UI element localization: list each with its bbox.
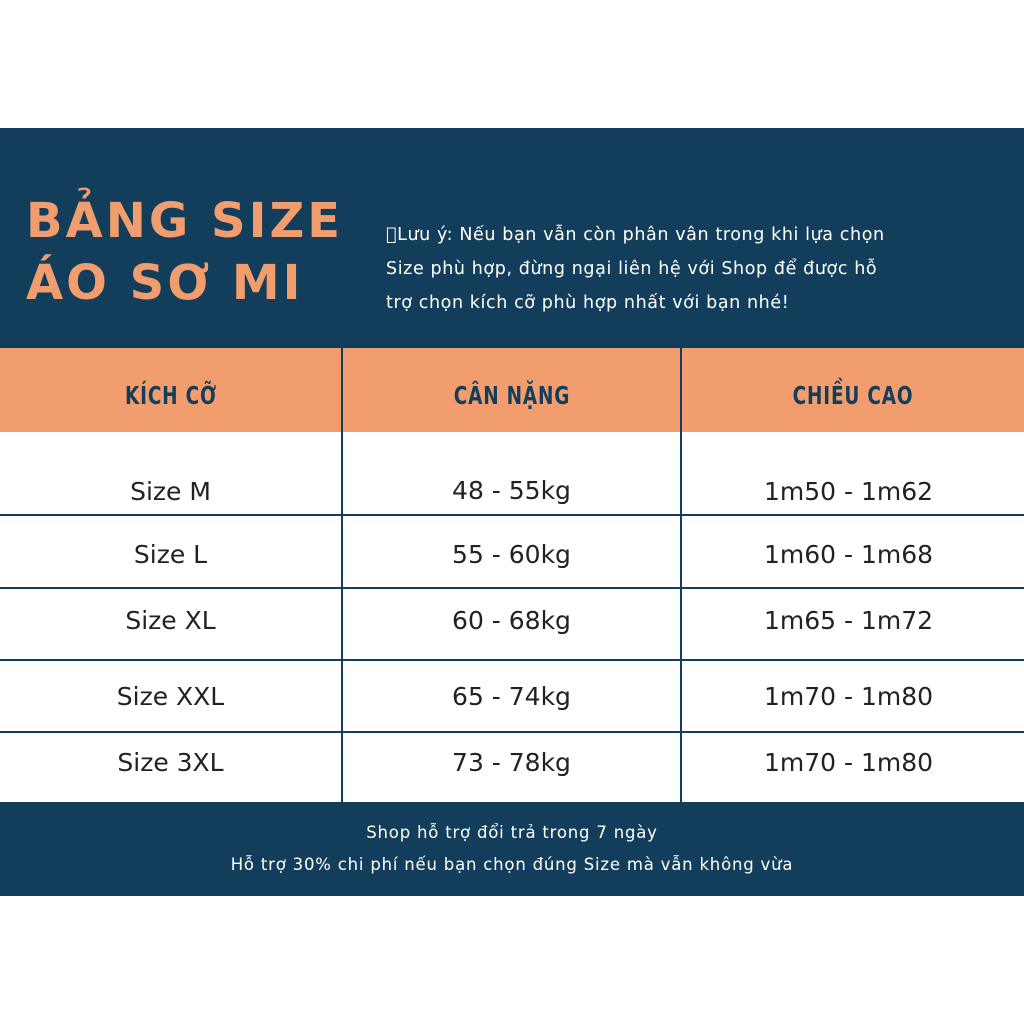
column-header-weight: CÂN NẶNG [453,381,571,410]
note-line-1:  Lưu ý: Nếu bạn vẫn còn phân vân trong k… [386,225,885,245]
note-text:  Lưu ý: Nếu bạn vẫn còn phân vân trong k… [386,218,986,320]
height-cell: 1m60 - 1m68 [763,540,934,569]
footer-banner: Shop hỗ trợ đổi trả trong 7 ngày Hỗ trợ … [0,802,1024,896]
size-cell: Size L [133,540,208,569]
row-divider [0,587,1024,589]
weight-cell: 73 - 78kg [452,748,571,777]
title-line-2: ÁO SƠ MI [26,255,304,311]
weight-cell: 48 - 55kg [452,476,571,505]
weight-cell: 55 - 60kg [452,540,571,569]
footer-line-2: Hỗ trợ 30% chi phí nếu bạn chọn đúng Siz… [230,855,794,874]
row-divider [0,659,1024,661]
note-line-3: trợ chọn kích cỡ phù hợp nhất với bạn nh… [386,293,790,313]
column-divider [680,348,682,802]
column-divider [341,348,343,802]
footer-line-1: Shop hỗ trợ đổi trả trong 7 ngày [366,823,658,842]
size-cell: Size XL [125,606,216,635]
height-cell: 1m50 - 1m62 [763,477,934,506]
weight-cell: 60 - 68kg [452,606,571,635]
size-cell: Size 3XL [117,748,224,777]
note-line-2: Size phù hợp, đừng ngại liên hệ với Shop… [386,259,878,279]
page-title: BẢNG SIZE ÁO SƠ MI [26,190,346,314]
row-divider [0,514,1024,516]
column-header-size: KÍCH CỠ [125,381,217,410]
size-cell: Size M [130,477,211,506]
weight-cell: 65 - 74kg [452,682,571,711]
table-header: KÍCH CỠ CÂN NẶNG CHIỀU CAO [0,348,1024,432]
row-divider [0,731,1024,733]
header-banner: BẢNG SIZE ÁO SƠ MI  Lưu ý: Nếu bạn vẫn c… [0,128,1024,348]
height-cell: 1m70 - 1m80 [763,682,934,711]
title-line-1: BẢNG SIZE [26,193,344,249]
height-cell: 1m65 - 1m72 [763,606,934,635]
height-cell: 1m70 - 1m80 [763,748,934,777]
column-header-height: CHIỀU CAO [792,381,914,410]
size-cell: Size XXL [116,682,225,711]
